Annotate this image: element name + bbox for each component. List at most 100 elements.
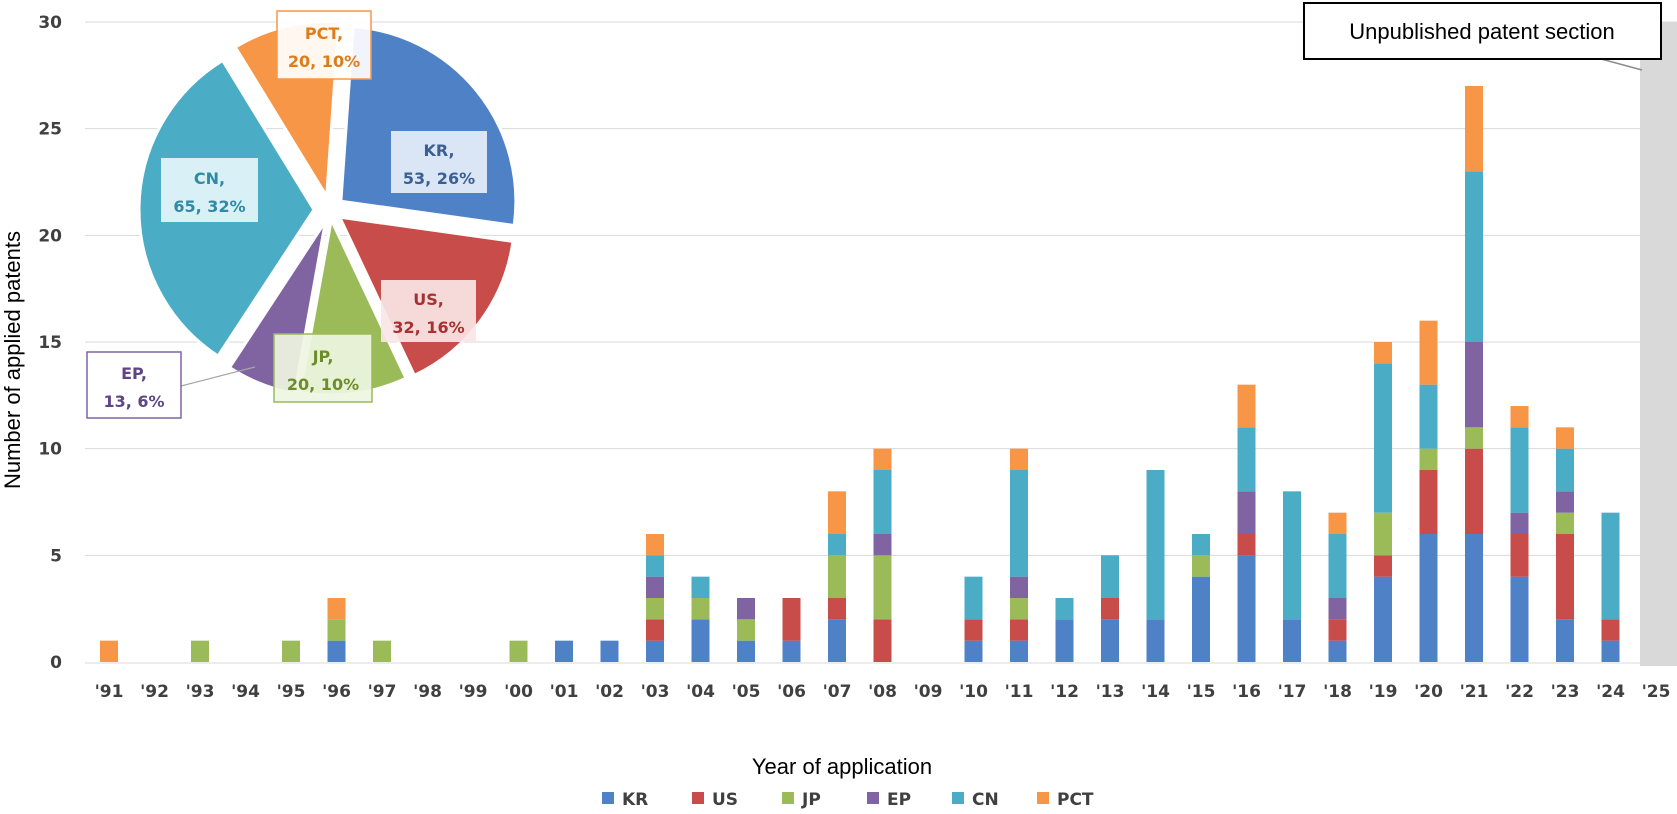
bar-cn bbox=[1510, 427, 1529, 513]
pie-label-name: KR, bbox=[423, 141, 454, 160]
bar-pct bbox=[1465, 86, 1483, 172]
bar-cn bbox=[691, 576, 710, 598]
bar-kr bbox=[646, 640, 664, 662]
pie-labels: KR, 53, 26% US, 32, 16% JP, 20, 10% EP, 13, 6% C… bbox=[86, 10, 487, 419]
legend: KR US JP EP CN PCT bbox=[602, 790, 1094, 810]
bar-us bbox=[828, 598, 846, 620]
bar-pct bbox=[828, 491, 846, 534]
pie-label-name: JP, bbox=[312, 347, 334, 366]
bar-pct bbox=[327, 598, 346, 620]
bars bbox=[100, 86, 1620, 662]
x-tick-label: '19 bbox=[1369, 682, 1398, 702]
x-tick-label: '12 bbox=[1050, 682, 1079, 702]
bar-ep bbox=[1465, 342, 1483, 428]
x-tick-label: '92 bbox=[140, 682, 169, 702]
x-tick-label: '02 bbox=[595, 682, 624, 702]
x-tick-label: '23 bbox=[1551, 682, 1580, 702]
bar-kr bbox=[691, 619, 710, 662]
pie-label-box bbox=[276, 10, 372, 80]
y-tick-label: 0 bbox=[50, 653, 62, 673]
legend-swatch-jp bbox=[782, 792, 794, 804]
x-tick-label: '05 bbox=[732, 682, 761, 702]
pie-label-value: 13, 6% bbox=[103, 392, 164, 411]
bar-kr bbox=[828, 619, 846, 662]
x-tick-label: '13 bbox=[1096, 682, 1125, 702]
x-tick-label: '91 bbox=[95, 682, 124, 702]
bar-jp bbox=[1192, 555, 1210, 577]
bar-kr bbox=[555, 640, 573, 662]
pie-label-value: 53, 26% bbox=[403, 169, 475, 188]
x-tick-label: '95 bbox=[277, 682, 306, 702]
y-tick-label: 20 bbox=[38, 226, 62, 246]
pie-label-ep: EP, 13, 6% bbox=[86, 351, 182, 419]
x-tick-label: '25 bbox=[1642, 682, 1671, 702]
bar-cn bbox=[1419, 384, 1438, 449]
callout-text: Unpublished patent section bbox=[1349, 19, 1614, 44]
bar-kr bbox=[782, 640, 801, 662]
x-tick-label: '14 bbox=[1141, 682, 1170, 702]
x-tick-label: '21 bbox=[1460, 682, 1489, 702]
bar-us bbox=[1556, 534, 1574, 620]
pie-label-kr: KR, 53, 26% bbox=[391, 131, 487, 193]
pie-label-value: 20, 10% bbox=[287, 375, 359, 394]
pie-label-us: US, 32, 16% bbox=[381, 280, 476, 342]
bar-cn bbox=[1374, 363, 1392, 513]
bar-pct bbox=[1010, 448, 1028, 470]
bar-ep bbox=[737, 598, 755, 620]
callout-box bbox=[1303, 2, 1662, 60]
x-tick-label: '94 bbox=[231, 682, 260, 702]
x-tick-label: '93 bbox=[186, 682, 215, 702]
bar-ep bbox=[1556, 491, 1574, 513]
x-tick-label: '11 bbox=[1005, 682, 1034, 702]
bar-us bbox=[873, 619, 892, 662]
bar-cn bbox=[873, 470, 892, 534]
bar-ep bbox=[1510, 512, 1529, 534]
x-tick-label: '18 bbox=[1323, 682, 1352, 702]
bar-pct bbox=[1556, 427, 1574, 449]
pie-label-value: 65, 32% bbox=[173, 197, 245, 216]
y-tick-label: 25 bbox=[38, 120, 62, 140]
bar-ep bbox=[873, 534, 892, 556]
legend-label-cn: CN bbox=[972, 790, 999, 810]
pie-label-name: US, bbox=[413, 290, 444, 309]
legend-swatch-ep bbox=[867, 792, 879, 804]
x-tick-label: '10 bbox=[959, 682, 988, 702]
pie-label-cn: CN, 65, 32% bbox=[161, 158, 258, 222]
bar-cn bbox=[828, 534, 846, 556]
pie-label-pct: PCT, 20, 10% bbox=[276, 10, 372, 80]
bar-kr bbox=[327, 640, 346, 662]
y-axis-ticks: 0 5 10 15 20 25 30 bbox=[38, 13, 62, 673]
bar-cn bbox=[1465, 171, 1483, 342]
bar-kr bbox=[1556, 619, 1574, 662]
bar-jp bbox=[327, 619, 346, 641]
bar-ep bbox=[1237, 491, 1256, 534]
bar-pct bbox=[1510, 406, 1529, 428]
x-tick-label: '98 bbox=[413, 682, 442, 702]
bar-pct bbox=[646, 534, 664, 556]
pie-label-name: EP, bbox=[121, 364, 147, 383]
unpublished-region bbox=[1640, 22, 1677, 666]
bar-cn bbox=[1010, 470, 1028, 577]
y-tick-label: 30 bbox=[38, 13, 62, 33]
bar-cn bbox=[1101, 555, 1119, 598]
bar-cn bbox=[1328, 534, 1347, 598]
bar-jp bbox=[373, 640, 391, 662]
x-tick-label: '09 bbox=[914, 682, 943, 702]
pie-label-box bbox=[391, 131, 487, 193]
bar-cn bbox=[1601, 512, 1620, 620]
y-tick-label: 15 bbox=[38, 333, 62, 353]
x-tick-label: '16 bbox=[1232, 682, 1261, 702]
bar-jp bbox=[1465, 427, 1483, 449]
y-tick-label: 10 bbox=[38, 440, 62, 460]
legend-label-pct: PCT bbox=[1057, 790, 1094, 810]
unpublished-shade bbox=[1640, 22, 1677, 666]
bar-kr bbox=[1465, 534, 1483, 662]
bar-us bbox=[1101, 598, 1119, 620]
legend-label-us: US bbox=[712, 790, 738, 810]
bar-kr bbox=[1237, 555, 1256, 662]
bar-cn bbox=[1237, 427, 1256, 492]
bar-kr bbox=[1601, 640, 1620, 662]
bar-cn bbox=[646, 555, 664, 577]
bar-us bbox=[1010, 619, 1028, 641]
bar-cn bbox=[1556, 448, 1574, 492]
